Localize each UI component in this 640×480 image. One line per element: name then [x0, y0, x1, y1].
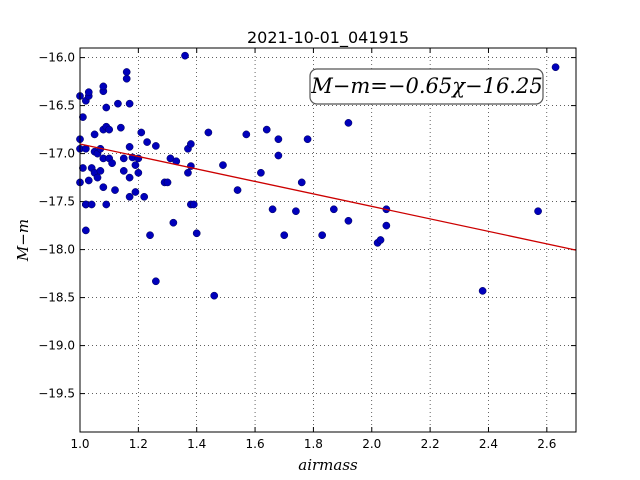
data-point — [274, 151, 283, 160]
data-point — [79, 113, 87, 121]
data-point — [125, 99, 134, 108]
x-tick-label: 1.6 — [246, 437, 265, 451]
y-tick-label: −18.0 — [38, 243, 75, 257]
data-point — [96, 167, 105, 175]
data-point — [292, 207, 300, 216]
y-tick-label: −17.5 — [38, 195, 75, 209]
data-point — [344, 216, 353, 225]
x-axis-label: airmass — [298, 456, 358, 474]
data-point — [551, 63, 560, 72]
data-points — [76, 51, 560, 300]
data-point — [84, 176, 93, 185]
data-point — [184, 168, 192, 177]
data-point — [122, 74, 131, 83]
y-tick-label: −17.0 — [38, 147, 75, 161]
data-point — [204, 128, 213, 137]
data-point — [122, 68, 131, 76]
data-point — [125, 173, 134, 182]
axis-ticks: 1.0 1.2 1.4 1.6 1.8 2.0 2.2 2.4 2.6 −16.0 −16.5 −17… — [38, 48, 576, 451]
data-point — [119, 154, 128, 163]
plot-area — [80, 48, 576, 432]
data-point — [140, 192, 149, 201]
fit-line-group — [79, 143, 577, 251]
y-tick-label: −18.5 — [38, 291, 75, 305]
data-point — [125, 192, 134, 201]
data-point — [81, 226, 90, 235]
data-point — [102, 200, 111, 209]
y-axis-label: M−m — [14, 219, 32, 262]
data-point — [163, 178, 172, 187]
x-tick-label: 2.4 — [479, 437, 498, 451]
y-tick-label: −19.5 — [38, 387, 75, 401]
x-tick-label: 2.2 — [421, 437, 440, 451]
data-point — [84, 88, 93, 97]
data-point — [125, 143, 134, 151]
data-point — [262, 125, 271, 134]
data-point — [93, 173, 102, 182]
data-point — [87, 200, 96, 209]
data-point — [152, 142, 160, 150]
data-point — [478, 287, 487, 295]
data-point — [297, 178, 306, 187]
data-point — [169, 218, 178, 227]
x-tick-label: 2.6 — [537, 437, 556, 451]
data-point — [99, 82, 108, 91]
data-point — [111, 186, 119, 194]
x-tick-label: 1.4 — [187, 437, 206, 451]
data-point — [192, 229, 201, 238]
data-point — [152, 277, 160, 286]
data-point — [116, 123, 125, 132]
equation-annotation: M−m=−0.65χ−16.25 — [309, 68, 544, 105]
data-point — [143, 138, 151, 146]
data-point — [137, 128, 146, 137]
data-point — [268, 205, 277, 214]
data-point — [102, 103, 111, 112]
data-point — [329, 205, 338, 214]
data-point — [303, 135, 312, 144]
data-point — [280, 231, 289, 240]
data-point — [382, 221, 391, 230]
data-point — [131, 161, 140, 169]
data-point — [189, 200, 198, 209]
data-point — [187, 140, 195, 148]
x-tick-label: 1.2 — [129, 437, 148, 451]
x-tick-label: 1.8 — [304, 437, 323, 451]
data-point — [210, 291, 219, 300]
data-point — [274, 135, 283, 144]
data-point — [233, 186, 242, 194]
y-tick-label: −16.0 — [38, 51, 75, 65]
y-tick-label: −19.0 — [38, 339, 75, 353]
grid-lines — [79, 48, 576, 432]
data-point — [131, 188, 140, 196]
data-point — [119, 167, 128, 175]
data-point — [90, 130, 99, 139]
annotation-text: M−m=−0.65χ−16.25 — [310, 74, 542, 98]
data-point — [108, 159, 116, 168]
data-point — [257, 168, 265, 177]
data-point — [534, 207, 542, 216]
data-point — [99, 183, 108, 192]
fit-line — [79, 143, 577, 251]
data-point — [114, 99, 122, 108]
data-point — [219, 161, 227, 169]
data-point — [242, 130, 251, 139]
data-point — [134, 168, 143, 177]
x-tick-label: 1.0 — [70, 437, 89, 451]
data-point — [79, 164, 87, 172]
y-tick-label: −16.5 — [38, 99, 75, 113]
x-tick-label: 2.0 — [362, 437, 381, 451]
data-point — [105, 125, 114, 134]
data-point — [376, 236, 385, 244]
data-point — [318, 231, 327, 240]
data-point — [181, 51, 189, 60]
chart-title: 2021-10-01_041915 — [247, 28, 409, 48]
annotation-box — [309, 68, 544, 105]
data-point — [146, 231, 154, 240]
plot-frame — [79, 47, 577, 433]
data-point — [344, 119, 353, 127]
